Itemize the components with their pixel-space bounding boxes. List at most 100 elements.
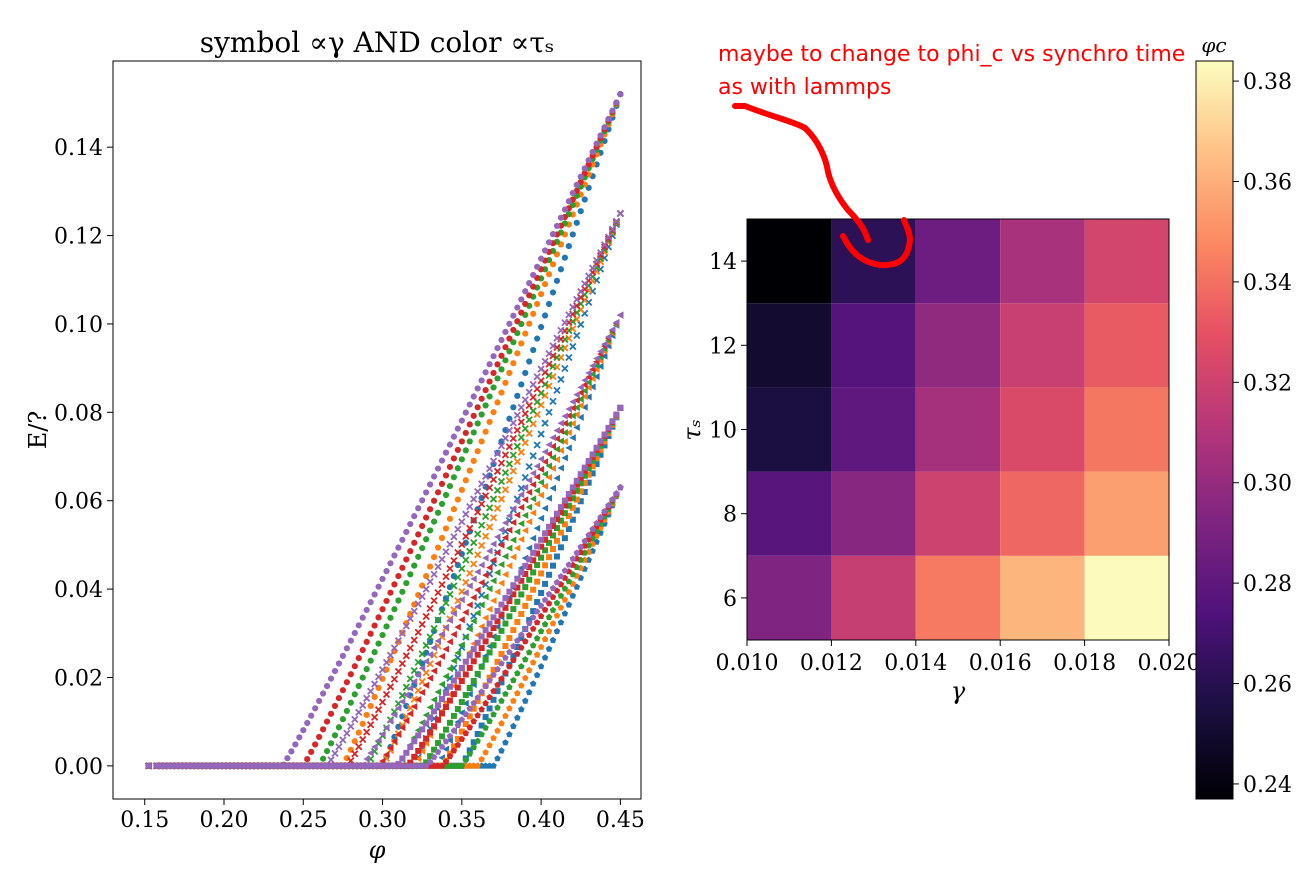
data-point: [442, 491, 450, 499]
data-point: [351, 663, 358, 670]
data-point: [395, 544, 402, 551]
data-point: [486, 717, 493, 724]
data-point: [498, 627, 505, 634]
data-point: [446, 463, 454, 471]
data-point: [498, 679, 505, 686]
data-point: [494, 345, 501, 352]
data-point: [486, 585, 493, 593]
handwritten-annotation: maybe to change to phi_c vs synchro time…: [718, 42, 1185, 269]
y-tick-label: 0.08: [54, 401, 103, 426]
heatmap-y-label: τₛ: [678, 419, 706, 440]
colorbar-tick-label: 0.36: [1243, 170, 1292, 195]
heatmap-cell: [1084, 471, 1169, 556]
scatter-plot-frame: [112, 60, 642, 800]
data-point: [438, 555, 446, 563]
data-point: [533, 635, 541, 642]
data-point: [577, 480, 584, 487]
data-point: [442, 525, 450, 532]
data-point: [502, 690, 509, 697]
data-point: [359, 701, 367, 710]
data-point: [386, 651, 395, 659]
data-point: [478, 561, 485, 569]
data-point: [474, 568, 481, 576]
data-point: [601, 124, 608, 131]
data-point: [553, 553, 560, 560]
data-point: [529, 625, 537, 632]
data-point: [490, 614, 497, 621]
data-point: [509, 467, 517, 475]
data-point: [581, 165, 588, 172]
data-point: [597, 132, 604, 139]
data-point: [470, 658, 477, 665]
data-point: [478, 541, 486, 550]
data-point: [470, 495, 478, 503]
data-point: [506, 598, 513, 605]
data-point: [529, 380, 537, 389]
data-point: [569, 488, 576, 495]
data-point: [439, 696, 446, 703]
heatmap-cell: [1000, 219, 1085, 304]
data-point: [462, 447, 469, 454]
data-point: [335, 695, 343, 702]
data-point: [486, 693, 493, 700]
data-point: [526, 556, 533, 563]
data-point: [450, 506, 458, 513]
data-point: [482, 749, 489, 756]
data-point: [542, 536, 549, 543]
data-point: [509, 553, 517, 561]
data-point: [351, 750, 359, 758]
data-point: [145, 762, 152, 769]
data-point: [418, 678, 426, 686]
data-point: [474, 762, 481, 769]
data-point: [617, 91, 624, 98]
data-point: [398, 724, 406, 732]
colorbar-tick-label: 0.38: [1243, 70, 1292, 95]
data-point: [446, 483, 454, 490]
data-point: [557, 573, 565, 580]
data-point: [542, 580, 549, 587]
data-point: [323, 718, 331, 725]
data-point: [458, 616, 465, 624]
data-point: [482, 656, 489, 663]
data-point: [561, 502, 568, 509]
data-point: [383, 568, 390, 575]
data-point: [549, 484, 556, 492]
data-point: [427, 714, 434, 721]
data-point: [423, 514, 430, 521]
data-point: [565, 444, 572, 452]
data-point: [514, 689, 521, 697]
data-point: [363, 638, 370, 646]
data-point: [371, 622, 378, 629]
heatmap-cell: [747, 303, 832, 388]
data-point: [493, 504, 502, 513]
data-point: [612, 217, 621, 225]
data-point: [514, 643, 521, 650]
data-point: [343, 645, 350, 652]
data-point: [561, 429, 568, 437]
colorbar: φc 0.24 0.26 0.28 0.30 0.32 0.34 0.36 0.38: [1195, 33, 1292, 800]
data-point: [431, 708, 438, 715]
data-point: [442, 758, 450, 765]
data-point: [533, 608, 541, 615]
data-point: [506, 683, 513, 690]
data-point: [601, 508, 608, 515]
data-point: [474, 586, 481, 594]
data-point: [565, 525, 572, 532]
data-point: [387, 589, 394, 596]
data-point: [411, 738, 418, 745]
data-point: [498, 697, 505, 704]
data-point: [502, 739, 509, 746]
data-point: [415, 505, 422, 512]
data-point: [557, 464, 564, 472]
data-point: [557, 604, 565, 611]
x-tick-label: 0.25: [279, 808, 328, 833]
data-point: [347, 757, 355, 765]
scatter-x-axis: 0.15 0.20 0.25 0.30 0.35 0.40 0.45: [120, 799, 645, 833]
data-point: [355, 682, 362, 690]
data-point: [510, 722, 517, 729]
data-point: [426, 633, 434, 641]
data-point: [581, 467, 588, 474]
data-point: [533, 487, 541, 495]
data-point: [608, 326, 616, 334]
data-point: [533, 462, 541, 470]
